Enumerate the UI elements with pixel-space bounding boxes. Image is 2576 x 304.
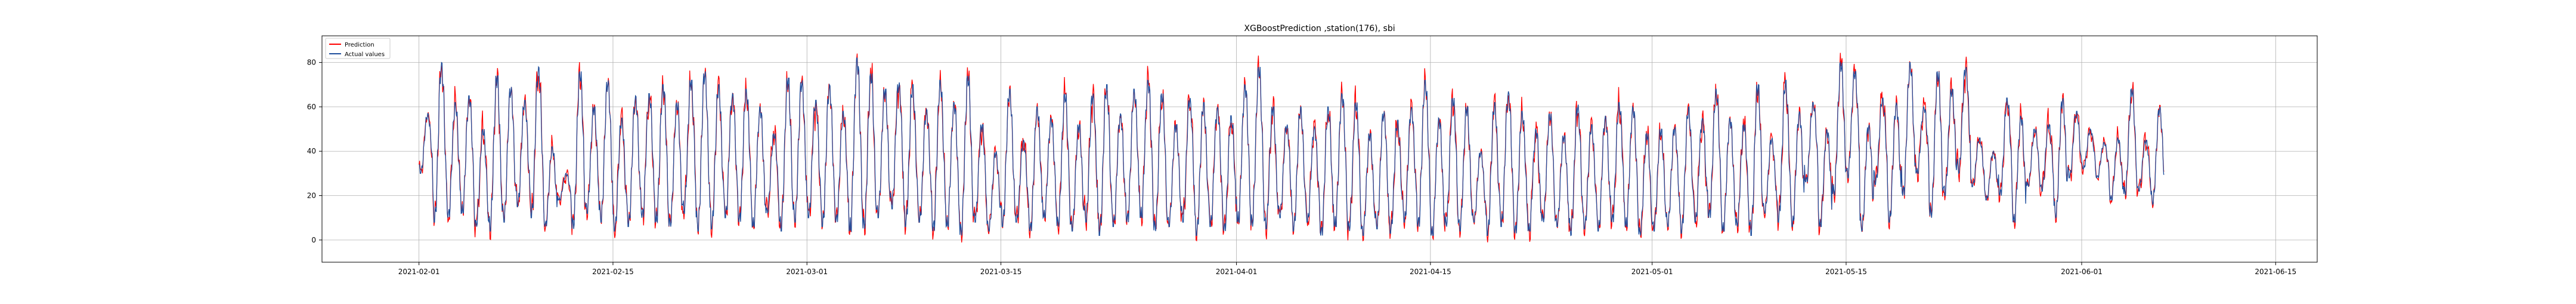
- x-tick-label: 2021-02-15: [592, 268, 634, 276]
- plot-frame: [321, 35, 2318, 263]
- axes: 2021-02-01 2021-02-15 2021-03-01 2021-03-15…: [307, 59, 2296, 276]
- legend-label-actual: Actual values: [345, 51, 385, 58]
- legend-box: [325, 38, 391, 59]
- legend-label-prediction: Prediction: [345, 42, 374, 48]
- x-tick-label: 2021-06-01: [2061, 268, 2103, 276]
- y-tick-label: 40: [307, 147, 316, 155]
- series-line-actual: [419, 57, 2165, 237]
- x-tick-label: 2021-04-15: [1410, 268, 1451, 276]
- x-tick-label: 2021-02-01: [398, 268, 440, 276]
- x-tick-label: 2021-04-01: [1216, 268, 1258, 276]
- grid: [322, 36, 2317, 262]
- chart-title: XGBoostPrediction ,station(176), sbi: [1244, 24, 1395, 33]
- y-tick-label: 60: [307, 103, 316, 111]
- y-tick-label: 0: [311, 236, 316, 244]
- x-tick-label: 2021-05-01: [1631, 268, 1673, 276]
- y-tick-label: 20: [307, 192, 316, 200]
- x-tick-label: 2021-06-15: [2255, 268, 2296, 276]
- y-tick-label: 80: [307, 59, 316, 67]
- x-tick-label: 2021-03-01: [786, 268, 828, 276]
- series-lines: [419, 53, 2165, 243]
- x-tick-label: 2021-03-15: [980, 268, 1022, 276]
- x-tick-label: 2021-05-15: [1825, 268, 1867, 276]
- legend: Prediction Actual values: [325, 38, 391, 59]
